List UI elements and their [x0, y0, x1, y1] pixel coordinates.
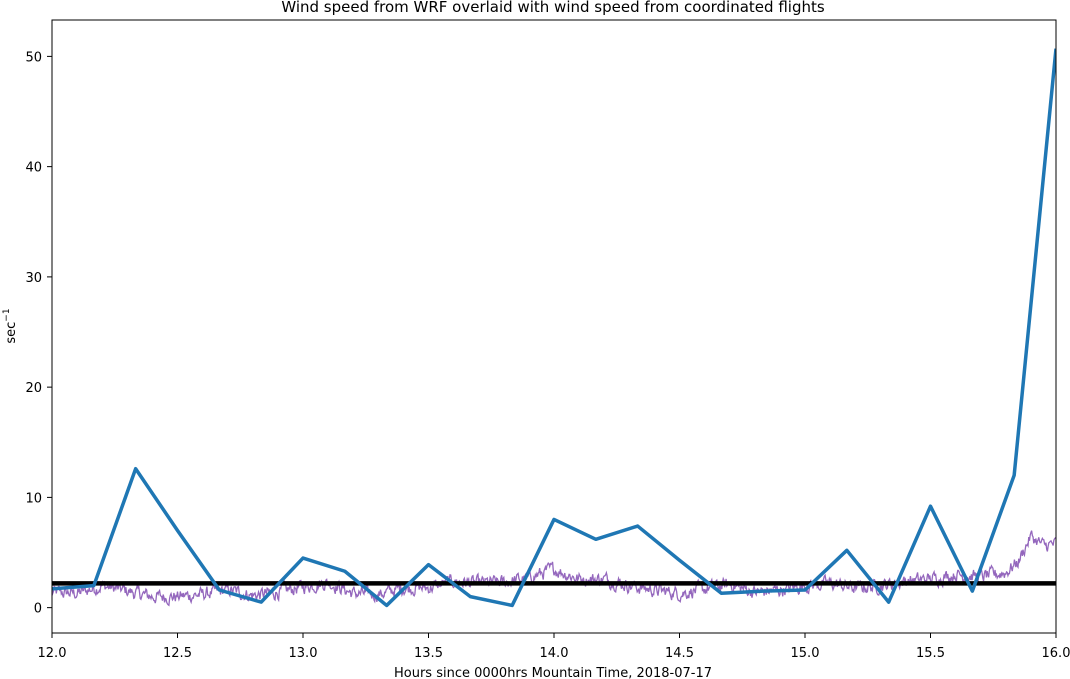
y-tick-label: 40 [25, 161, 42, 176]
chart-title: Wind speed from WRF overlaid with wind s… [281, 0, 825, 16]
x-tick-label: 13.5 [414, 646, 443, 661]
y-axis-label-base: sec [4, 322, 19, 344]
y-axis: 0 10 20 30 40 50 [25, 50, 52, 617]
x-axis: 12.0 12.5 13.0 13.5 14.0 14.5 15.0 15.5 16.0 [38, 633, 1070, 661]
plot-data-area [52, 48, 1056, 608]
y-axis-label: sec−1 [2, 308, 19, 343]
x-tick-label: 12.0 [38, 646, 67, 661]
x-tick-label: 14.0 [540, 646, 569, 661]
y-tick-label: 50 [25, 50, 42, 65]
x-tick-label: 14.5 [665, 646, 694, 661]
x-tick-label: 12.5 [163, 646, 192, 661]
x-tick-label: 13.0 [289, 646, 318, 661]
x-tick-label: 15.5 [916, 646, 945, 661]
x-axis-label: Hours since 0000hrs Mountain Time, 2018-… [394, 666, 712, 679]
y-tick-label: 30 [25, 271, 42, 286]
y-tick-label: 10 [25, 491, 42, 506]
series-layer [52, 48, 1056, 608]
x-tick-label: 15.0 [791, 646, 820, 661]
y-tick-label: 20 [25, 381, 42, 396]
x-tick-label: 16.0 [1042, 646, 1070, 661]
y-axis-label-superscript: −1 [2, 308, 12, 321]
y-tick-label: 0 [34, 602, 42, 617]
wrf-wind-speed-line [52, 48, 1056, 608]
